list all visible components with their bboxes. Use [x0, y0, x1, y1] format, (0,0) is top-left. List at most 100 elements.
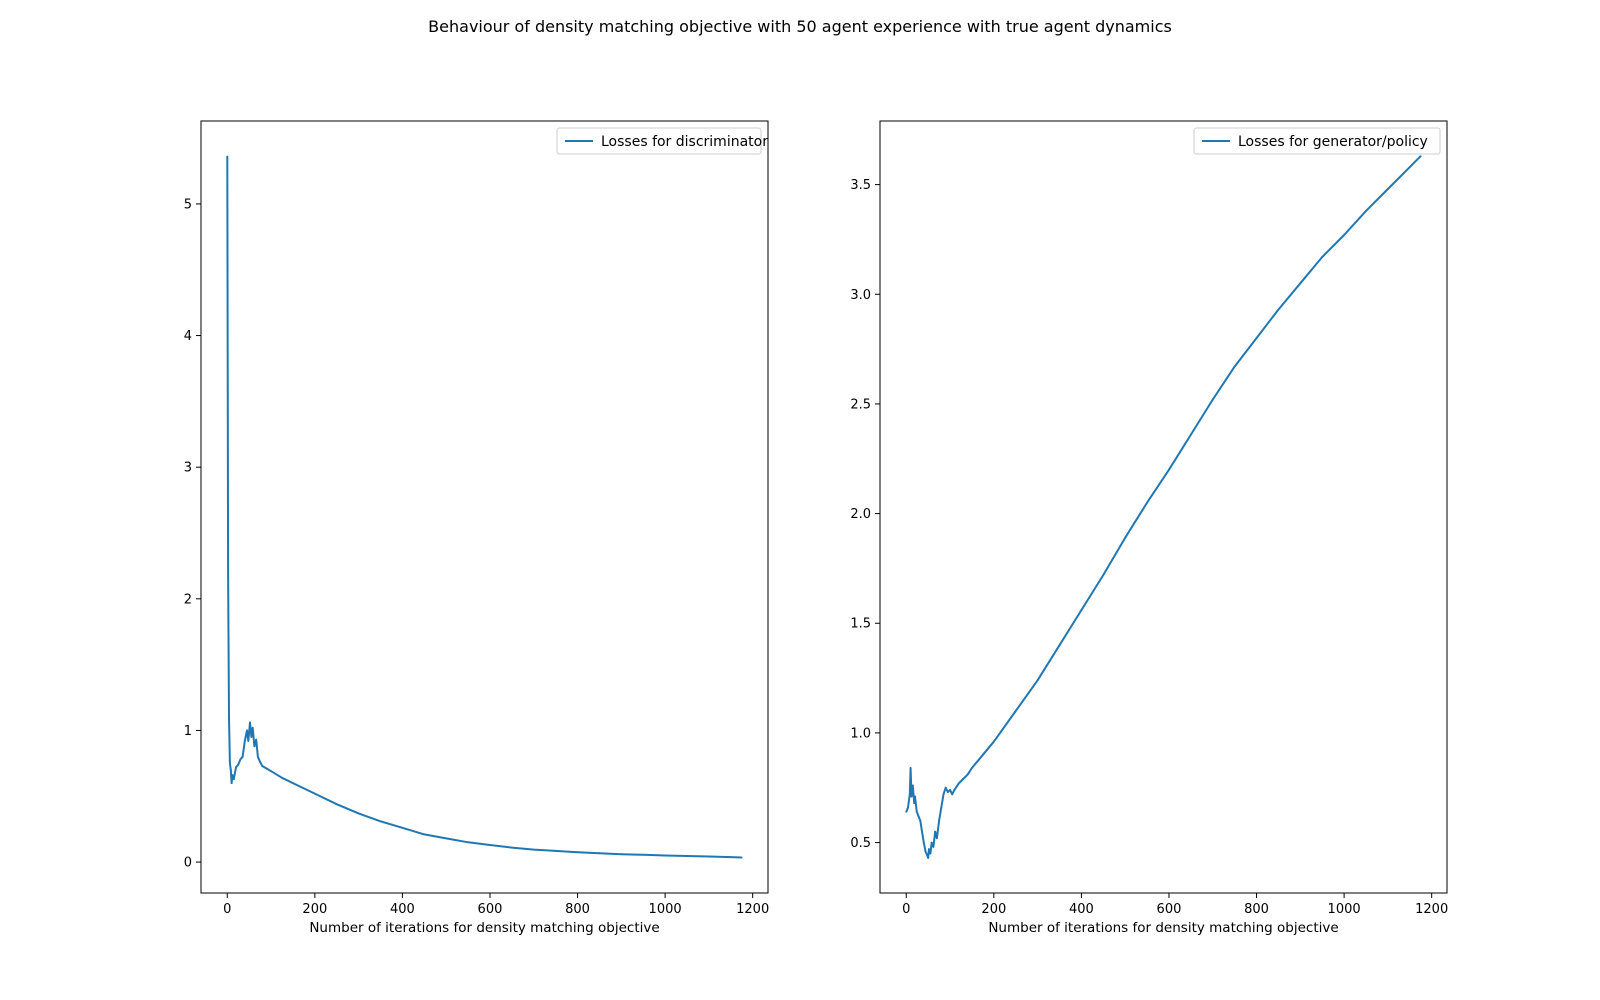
- data-point: [226, 156, 228, 158]
- data-point: [971, 767, 973, 769]
- y-tick-label: 5: [184, 197, 192, 212]
- data-point: [907, 807, 909, 809]
- x-tick-label: 1000: [649, 902, 682, 917]
- legend-label: Losses for generator/policy: [1238, 134, 1428, 150]
- data-point: [947, 791, 949, 793]
- generator-loss-panel: 0 200 400 600 800 1000 1200 0.5 1.0 1.5 2.0 2.5 3.0 3…: [850, 121, 1448, 936]
- data-point: [230, 769, 232, 771]
- y-tick-label: 2.0: [850, 507, 871, 522]
- data-point: [402, 827, 404, 829]
- data-point: [1037, 679, 1039, 681]
- data-point: [233, 778, 235, 780]
- data-point: [923, 842, 925, 844]
- data-point: [1015, 710, 1017, 712]
- data-point: [489, 844, 491, 846]
- data-point: [914, 796, 916, 798]
- data-point: [599, 852, 601, 854]
- y-tick-label: 3: [184, 461, 192, 476]
- data-point: [910, 767, 912, 769]
- data-point: [945, 787, 947, 789]
- data-point: [255, 739, 257, 741]
- data-point: [229, 762, 231, 764]
- data-point: [1299, 282, 1301, 284]
- data-point: [926, 855, 928, 857]
- data-point: [246, 730, 248, 732]
- data-point: [708, 856, 710, 858]
- x-tick-label: 600: [478, 902, 503, 917]
- x-tick-label: 200: [981, 902, 1006, 917]
- data-point: [1059, 644, 1061, 646]
- data-point: [231, 782, 233, 784]
- x-tick-label: 200: [302, 902, 327, 917]
- y-tick-label: 1.5: [850, 617, 871, 632]
- data-point: [1321, 256, 1323, 258]
- y-tick-label: 3.0: [850, 288, 871, 303]
- y-tick-label: 2: [184, 592, 192, 607]
- data-point: [949, 789, 951, 791]
- series-line: [906, 156, 1420, 858]
- data-point: [1081, 609, 1083, 611]
- data-point: [930, 853, 932, 855]
- data-point: [254, 745, 256, 747]
- data-point: [642, 854, 644, 856]
- data-point: [1168, 469, 1170, 471]
- data-point: [1256, 337, 1258, 339]
- data-point: [934, 831, 936, 833]
- data-point: [664, 855, 666, 857]
- axes-frame: [201, 121, 768, 893]
- data-point: [380, 820, 382, 822]
- data-point: [1278, 309, 1280, 311]
- data-point: [938, 820, 940, 822]
- data-point: [954, 789, 956, 791]
- data-point: [933, 846, 935, 848]
- data-point: [951, 793, 953, 795]
- data-point: [1234, 366, 1236, 368]
- data-point: [918, 815, 920, 817]
- data-point: [909, 793, 911, 795]
- y-tick-label: 3.5: [850, 178, 871, 193]
- data-point: [423, 834, 425, 836]
- data-point: [1190, 434, 1192, 436]
- data-point: [249, 722, 251, 724]
- data-point: [261, 765, 263, 767]
- data-point: [919, 820, 921, 822]
- data-point: [247, 740, 249, 742]
- x-tick-label: 600: [1157, 902, 1182, 917]
- data-point: [913, 802, 915, 804]
- data-point: [931, 842, 933, 844]
- data-point: [927, 857, 929, 859]
- data-point: [251, 736, 253, 738]
- data-point: [967, 774, 969, 776]
- data-point: [936, 837, 938, 839]
- data-point: [905, 811, 907, 813]
- x-tick-label: 1200: [1415, 902, 1448, 917]
- data-point: [911, 796, 913, 798]
- data-point: [336, 803, 338, 805]
- data-point: [1409, 166, 1411, 168]
- y-tick-label: 2.5: [850, 397, 871, 412]
- x-tick-label: 800: [565, 902, 590, 917]
- data-point: [730, 856, 732, 858]
- data-point: [620, 853, 622, 855]
- legend-label: Losses for discriminator: [601, 134, 768, 150]
- data-point: [228, 716, 230, 718]
- data-point: [962, 778, 964, 780]
- data-point: [511, 847, 513, 849]
- data-point: [1124, 537, 1126, 539]
- data-point: [237, 764, 239, 766]
- data-point: [741, 857, 743, 859]
- data-point: [314, 793, 316, 795]
- x-tick-label: 400: [1069, 902, 1094, 917]
- x-axis-label: Number of iterations for density matchin…: [988, 920, 1338, 936]
- x-tick-label: 0: [223, 902, 231, 917]
- data-point: [252, 727, 254, 729]
- data-point: [445, 838, 447, 840]
- data-point: [292, 782, 294, 784]
- data-point: [467, 841, 469, 843]
- data-point: [533, 849, 535, 851]
- data-point: [242, 756, 244, 758]
- data-point: [555, 850, 557, 852]
- y-tick-label: 4: [184, 329, 192, 344]
- data-point: [686, 855, 688, 857]
- data-point: [921, 831, 923, 833]
